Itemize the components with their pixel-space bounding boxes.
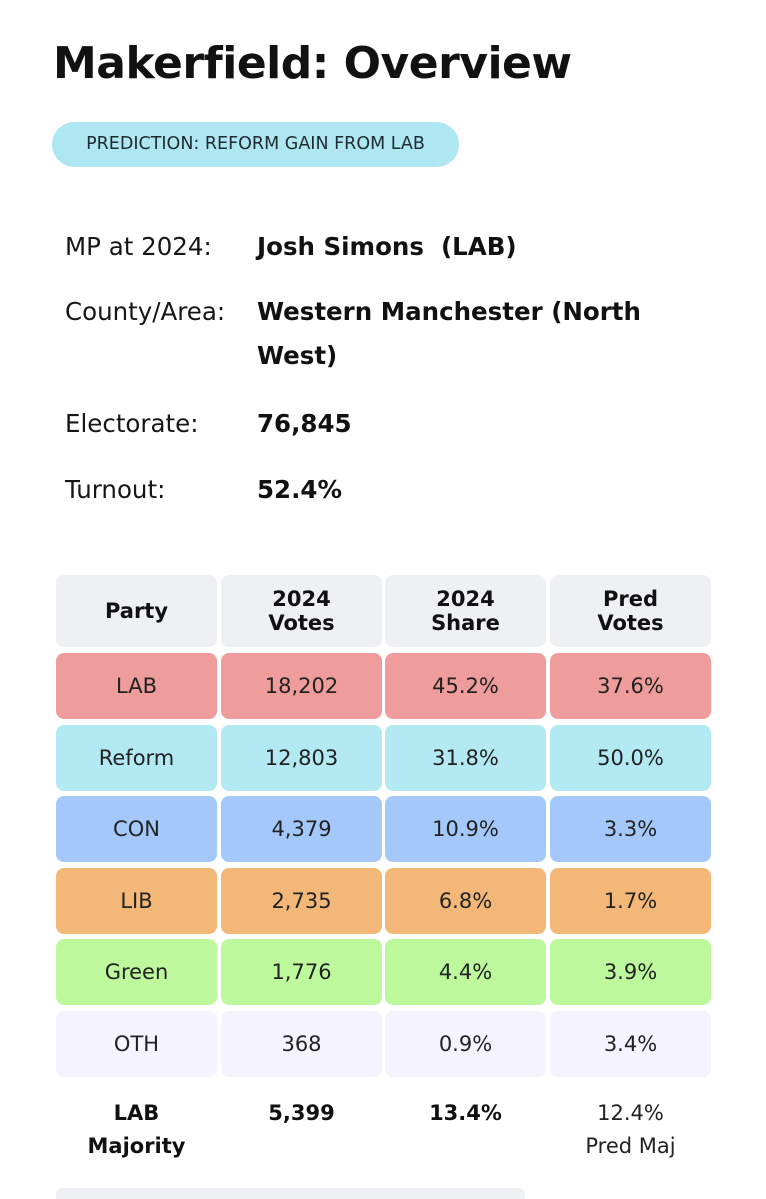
- cell-share-2024: 4.4%: [385, 939, 546, 1005]
- footer-majority-share: 13.4%: [429, 1101, 502, 1125]
- area-label: County/Area:: [65, 297, 226, 326]
- next-section-card: [56, 1188, 525, 1199]
- cell-party: Reform: [56, 725, 217, 791]
- footer-pred-majority: 12.4% Pred Maj: [550, 1097, 711, 1165]
- page-title: Makerfield: Overview: [53, 38, 572, 89]
- footer-majority-label: LAB Majority: [56, 1097, 217, 1165]
- cell-share-2024: 6.8%: [385, 868, 546, 934]
- cell-party: CON: [56, 796, 217, 862]
- cell-share-2024: 0.9%: [385, 1011, 546, 1077]
- cell-pred-votes: 3.9%: [550, 939, 711, 1005]
- cell-share-2024: 31.8%: [385, 725, 546, 791]
- header-pred-votes: Pred Votes: [550, 575, 711, 647]
- mp-label: MP at 2024:: [65, 232, 212, 261]
- cell-votes-2024: 18,202: [221, 653, 382, 719]
- header-share-2024: 2024 Share: [385, 575, 546, 647]
- footer-label-line2: Majority: [87, 1134, 186, 1158]
- electorate-value: 76,845: [257, 409, 352, 438]
- header-votes-2024-label: 2024 Votes: [268, 587, 335, 635]
- cell-pred-votes: 37.6%: [550, 653, 711, 719]
- header-party: Party: [56, 575, 217, 647]
- footer-label-line1: LAB: [113, 1101, 160, 1125]
- cell-pred-votes: 50.0%: [550, 725, 711, 791]
- cell-votes-2024: 4,379: [221, 796, 382, 862]
- header-votes-2024: 2024 Votes: [221, 575, 382, 647]
- turnout-label: Turnout:: [65, 475, 166, 504]
- header-pred-votes-label: Pred Votes: [597, 587, 664, 635]
- cell-share-2024: 45.2%: [385, 653, 546, 719]
- cell-pred-votes: 3.4%: [550, 1011, 711, 1077]
- cell-party: Green: [56, 939, 217, 1005]
- header-share-2024-label: 2024 Share: [431, 587, 500, 635]
- cell-party: LIB: [56, 868, 217, 934]
- cell-pred-votes: 1.7%: [550, 868, 711, 934]
- cell-votes-2024: 2,735: [221, 868, 382, 934]
- prediction-badge: PREDICTION: REFORM GAIN FROM LAB: [52, 122, 459, 167]
- cell-share-2024: 10.9%: [385, 796, 546, 862]
- area-value: Western Manchester (North West): [257, 297, 641, 370]
- footer-majority-votes: 5,399: [268, 1101, 335, 1125]
- electorate-label: Electorate:: [65, 409, 199, 438]
- cell-party: LAB: [56, 653, 217, 719]
- cell-votes-2024: 12,803: [221, 725, 382, 791]
- cell-votes-2024: 368: [221, 1011, 382, 1077]
- turnout-value: 52.4%: [257, 475, 342, 504]
- cell-party: OTH: [56, 1011, 217, 1077]
- footer-pred-line2: Pred Maj: [585, 1134, 676, 1158]
- cell-votes-2024: 1,776: [221, 939, 382, 1005]
- cell-pred-votes: 3.3%: [550, 796, 711, 862]
- footer-pred-line1: 12.4%: [597, 1101, 664, 1125]
- mp-value: Josh Simons (LAB): [257, 232, 517, 261]
